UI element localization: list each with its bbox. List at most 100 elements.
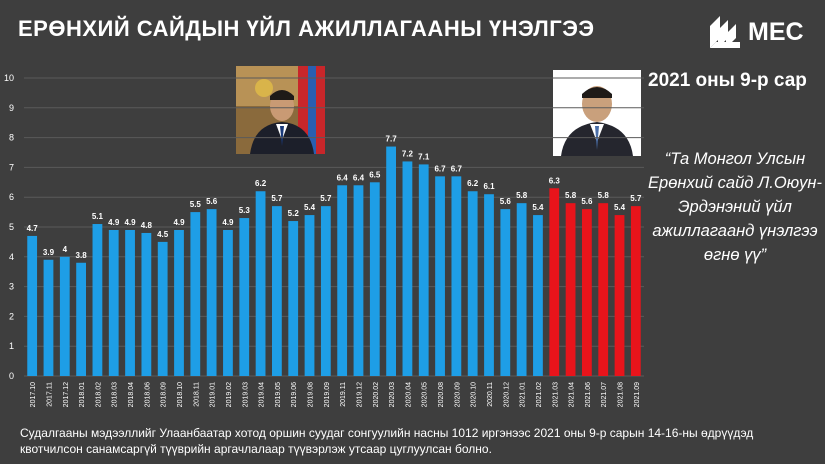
- data-label: 6.4: [353, 173, 365, 182]
- x-tick-label: 2018.06: [144, 382, 151, 407]
- value-labels: 4.7 3.9 4 3.8 5.1 4.9 4.9 4.8 4.5 4.9 5.5 5.6 4.9 5.3…: [27, 135, 642, 260]
- bar: [516, 203, 527, 376]
- bar: [27, 235, 38, 376]
- methodology-footnote: Судалгааны мэдээллийг Улаанбаатар хотод …: [20, 426, 754, 456]
- bar: [549, 188, 560, 376]
- x-tick-label: 2018.03: [112, 382, 119, 407]
- bar: [174, 229, 184, 376]
- x-tick-label: 2021.01: [520, 382, 527, 407]
- data-label: 5.8: [565, 191, 577, 200]
- data-label: 7.1: [418, 152, 430, 161]
- x-tick-label: 2019.12: [356, 382, 363, 407]
- x-tick-label: 2020.03: [389, 382, 396, 407]
- x-tick-label: 2021.03: [552, 382, 559, 407]
- y-axis: 0 1 2 3 4 5 6 7 8 9 10: [4, 73, 14, 381]
- bar: [76, 262, 86, 376]
- x-tick-label: 2020.04: [405, 382, 412, 407]
- data-label: 5.2: [288, 209, 300, 218]
- data-label: 6.2: [467, 179, 479, 188]
- data-label: 6.7: [434, 164, 446, 173]
- x-tick-label: 2019.05: [275, 382, 282, 407]
- x-tick-label: 2017.12: [63, 382, 70, 407]
- bar: [467, 191, 478, 376]
- bar: [565, 203, 576, 376]
- x-tick-label: 2019.09: [324, 382, 331, 407]
- brand-logo: MEC: [706, 12, 816, 52]
- data-label: 3.8: [76, 251, 88, 260]
- data-label: 4: [63, 245, 68, 254]
- data-label: 4.9: [108, 218, 120, 227]
- data-label: 6.4: [337, 173, 349, 182]
- data-label: 5.7: [271, 194, 283, 203]
- data-label: 6.5: [369, 170, 381, 179]
- bar: [402, 161, 413, 376]
- y-tick-label: 7: [9, 162, 14, 172]
- bar: [59, 256, 70, 376]
- x-tick-label: 2020.11: [487, 382, 494, 407]
- x-tick-label: 2018.10: [177, 382, 184, 407]
- data-label: 5.8: [516, 191, 528, 200]
- x-tick-label: 2021.07: [601, 382, 608, 407]
- x-tick-label: 2017.10: [30, 382, 37, 407]
- data-label: 7.7: [386, 135, 398, 144]
- x-tick-label: 2021.08: [618, 382, 625, 407]
- bar: [353, 185, 364, 376]
- y-tick-label: 8: [9, 133, 14, 143]
- bars: [27, 146, 641, 376]
- x-tick-label: 2020.10: [471, 382, 478, 407]
- x-tick-label: 2019.11: [340, 382, 347, 407]
- data-label: 6.2: [255, 179, 267, 188]
- x-tick-label: 2020.05: [422, 382, 429, 407]
- survey-question-quote: “Та Монгол Улсын Ерөнхий сайд Л.Оюун-Эрд…: [648, 150, 822, 264]
- data-label: 5.4: [304, 203, 316, 212]
- x-tick-label: 2019.01: [210, 382, 217, 407]
- x-tick-label: 2021.09: [634, 382, 641, 407]
- x-tick-label: 2018.04: [128, 382, 135, 407]
- data-label: 5.6: [206, 197, 218, 206]
- x-tick-label: 2018.11: [193, 382, 200, 407]
- y-tick-label: 1: [9, 341, 14, 351]
- logo-text: MEC: [748, 17, 804, 46]
- x-tick-label: 2021.06: [585, 382, 592, 407]
- data-label: 4.9: [222, 218, 234, 227]
- x-tick-label: 2020.08: [438, 382, 445, 407]
- x-tick-label: 2018.02: [95, 382, 102, 407]
- survey-date-label: 2021 оны 9-р сар: [648, 70, 807, 91]
- x-tick-label: 2018.01: [79, 382, 86, 407]
- data-label: 4.8: [141, 221, 153, 230]
- bar: [255, 191, 266, 376]
- y-tick-label: 9: [9, 103, 14, 113]
- y-tick-label: 10: [4, 73, 14, 83]
- y-tick-label: 6: [9, 192, 14, 202]
- bar: [451, 176, 462, 376]
- x-tick-label: 2021.04: [569, 382, 576, 407]
- x-tick-label: 2020.09: [454, 382, 461, 407]
- portrait-left-icon: [236, 66, 325, 154]
- data-label: 4.9: [173, 218, 185, 227]
- data-label: 6.3: [549, 176, 561, 185]
- bar: [108, 229, 119, 376]
- portrait-right-icon: [553, 70, 641, 156]
- x-tick-label: 2018.09: [161, 382, 168, 407]
- bar: [337, 185, 348, 376]
- bar: [288, 221, 299, 376]
- y-tick-label: 0: [9, 371, 14, 381]
- bar: [386, 146, 396, 376]
- bar: [304, 215, 315, 376]
- data-label: 5.7: [320, 194, 332, 203]
- x-tick-label: 2019.03: [242, 382, 249, 407]
- data-label: 4.5: [157, 230, 169, 239]
- bar: [223, 229, 233, 376]
- bar: [484, 194, 494, 376]
- x-tick-label: 2020.02: [373, 382, 380, 407]
- bar: [582, 209, 592, 376]
- x-tick-label: 2019.04: [259, 382, 266, 407]
- x-tick-label: 2019.08: [308, 382, 315, 407]
- x-tick-label: 2021.02: [536, 382, 543, 407]
- bar: [43, 259, 54, 376]
- y-tick-label: 5: [9, 222, 14, 232]
- bar: [125, 229, 135, 376]
- x-tick-label: 2019.02: [226, 382, 233, 407]
- y-tick-label: 4: [9, 252, 14, 262]
